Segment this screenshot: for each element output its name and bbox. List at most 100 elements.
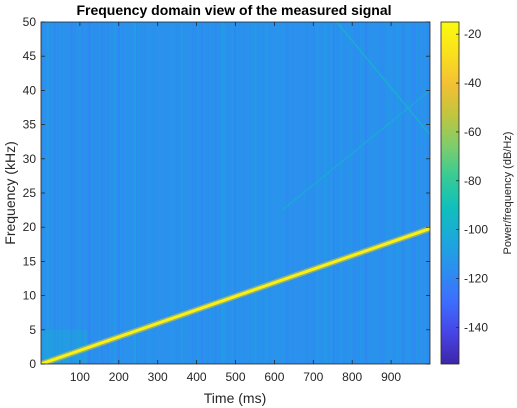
spectrogram-band	[228, 22, 230, 364]
spectrogram-band	[384, 22, 386, 364]
spectrogram-band	[121, 22, 124, 364]
spectrogram-band	[310, 22, 311, 364]
x-tick-label: 500	[225, 370, 245, 384]
spectrogram-band	[387, 22, 389, 364]
x-axis-label: Time (ms)	[204, 390, 266, 406]
spectrogram-band	[107, 22, 109, 364]
y-tick-label: 30	[23, 152, 37, 166]
spectrogram-band	[164, 22, 166, 364]
spectrogram-band	[309, 22, 312, 364]
spectrogram-band	[297, 22, 299, 364]
spectrogram-band	[343, 22, 345, 364]
spectrogram-band	[221, 22, 223, 364]
spectrogram-band	[87, 22, 89, 364]
y-tick-label: 45	[23, 49, 37, 63]
spectrogram-band	[242, 22, 244, 364]
spectrogram-band	[136, 22, 138, 364]
spectrogram-band	[254, 22, 257, 364]
spectrogram-band	[313, 22, 315, 364]
spectrogram-band	[214, 22, 217, 364]
spectrogram-band	[184, 22, 186, 364]
spectrogram-band	[71, 22, 72, 364]
spectrogram-band	[412, 22, 414, 364]
spectrogram-band	[79, 22, 81, 364]
spectrogram-band	[321, 22, 322, 364]
spectrogram-band	[350, 22, 351, 364]
spectrogram-band	[265, 22, 268, 364]
spectrogram-band	[93, 22, 95, 364]
spectrogram-band	[81, 22, 84, 364]
spectrogram-band	[67, 22, 69, 364]
spectrogram-band	[382, 22, 384, 364]
spectrogram-band	[75, 22, 77, 364]
spectrogram-band	[338, 22, 340, 364]
spectrogram-band	[366, 22, 370, 364]
spectrogram-band	[261, 22, 264, 364]
spectrogram-band	[300, 22, 302, 364]
spectrogram-band	[397, 22, 399, 364]
spectrogram-band	[74, 22, 76, 364]
spectrogram-band	[336, 22, 339, 364]
spectrogram-band	[197, 22, 200, 364]
spectrogram-band	[57, 22, 59, 364]
spectrogram-band	[292, 22, 295, 364]
colorbar-tick-label: -140	[464, 320, 488, 334]
signal-lines	[41, 22, 430, 364]
spectrogram-band	[298, 22, 299, 364]
colorbar-tick-label: -40	[464, 76, 482, 90]
spectrogram-band	[340, 22, 343, 364]
spectrogram-band	[118, 22, 120, 364]
plot-area	[41, 22, 430, 364]
chirp-line	[41, 227, 430, 364]
chart-title: Frequency domain view of the measured si…	[76, 2, 391, 18]
spectrogram-band	[58, 22, 60, 364]
colorbar-tick-label: -120	[464, 272, 488, 286]
spectrogram-band	[259, 22, 261, 364]
spectrogram-band	[255, 22, 258, 364]
spectrogram-band	[144, 22, 146, 364]
spectrogram-band	[277, 22, 280, 364]
spectrogram-band	[207, 22, 210, 364]
spectrogram-band	[180, 22, 183, 364]
spectrogram-band	[251, 22, 254, 364]
spectrogram-band	[299, 22, 301, 364]
colorbar-label: Power/frequency (dB/Hz)	[502, 132, 514, 255]
spectrogram-band	[330, 22, 332, 364]
spectrogram-band	[412, 22, 414, 364]
spectrogram-band	[305, 22, 307, 364]
spectrogram-band	[61, 22, 63, 364]
spectrogram-band	[233, 22, 234, 364]
spectrogram-band	[114, 22, 116, 364]
colorbar-tick-label: -80	[464, 174, 482, 188]
spectrogram-band	[395, 22, 397, 364]
faint-signal-line-2	[281, 89, 430, 211]
spectrogram-band	[423, 22, 425, 364]
spectrogram-band	[354, 22, 357, 364]
spectrogram-band	[101, 22, 103, 364]
spectrogram-band	[52, 22, 53, 364]
spectrogram-band	[393, 22, 396, 364]
y-tick-label: 5	[29, 323, 36, 337]
spectrogram-band	[249, 22, 252, 364]
spectrogram-band	[279, 22, 282, 364]
spectrogram-band	[385, 22, 387, 364]
spectrogram-band	[415, 22, 418, 364]
spectrogram-texture	[41, 22, 430, 364]
spectrogram-band	[198, 22, 200, 364]
spectrogram-band	[377, 22, 379, 364]
spectrogram-band	[72, 22, 73, 364]
spectrogram-band	[91, 22, 93, 364]
spectrogram-band	[148, 22, 150, 364]
spectrogram-band	[138, 22, 141, 364]
spectrogram-band	[312, 22, 315, 364]
y-tick-label: 10	[23, 289, 37, 303]
y-tick-label: 35	[23, 118, 37, 132]
spectrogram-band	[358, 22, 361, 364]
spectrogram-band	[223, 22, 225, 364]
spectrogram-band	[288, 22, 290, 364]
spectrogram-band	[238, 22, 240, 364]
spectrogram-band	[361, 22, 364, 364]
spectrogram-band	[133, 22, 136, 364]
